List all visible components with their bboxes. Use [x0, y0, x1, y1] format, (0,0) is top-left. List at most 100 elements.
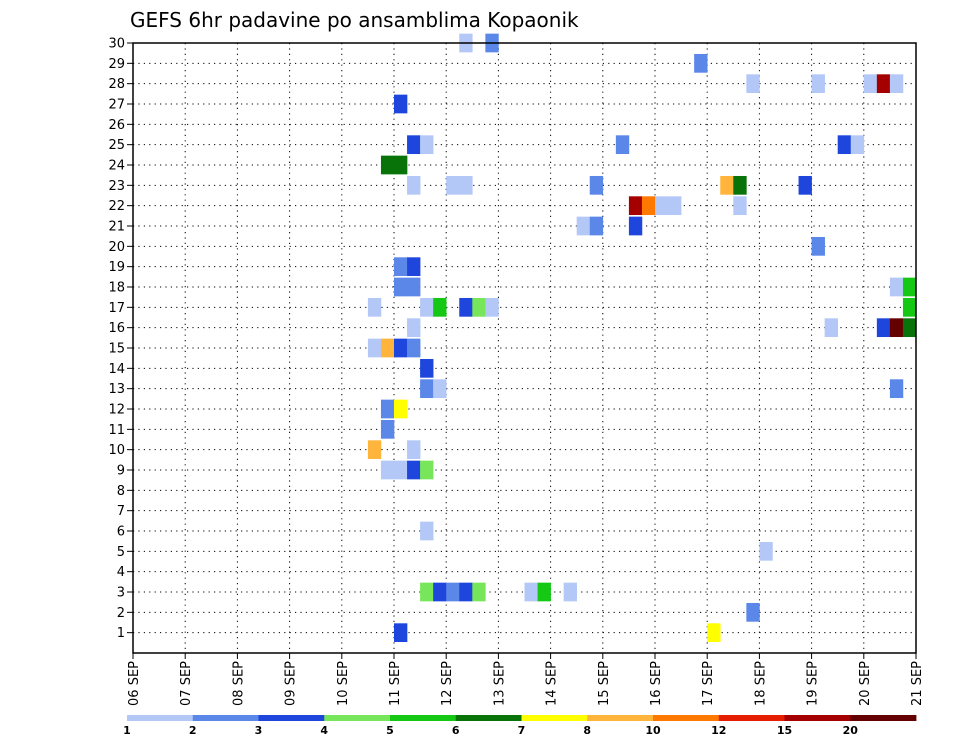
y-tick-label: 6 [117, 525, 125, 540]
x-tick-label: 09 SEP [284, 661, 299, 706]
y-tick-label: 28 [108, 77, 125, 92]
legend-label: 7 [518, 724, 526, 737]
precip-cell [407, 338, 421, 358]
precip-cell [615, 135, 630, 155]
x-tick-label: 14 SEP [545, 661, 560, 706]
x-tick-label: 18 SEP [753, 661, 768, 706]
y-tick-label: 3 [117, 586, 125, 601]
precip-cell [446, 582, 460, 602]
precip-cell [628, 196, 643, 216]
precip-cell [433, 379, 447, 399]
precip-cell [420, 460, 434, 480]
legend-swatch [258, 715, 325, 721]
precip-cell [394, 155, 408, 175]
precip-cell [628, 216, 643, 236]
precip-cell [811, 74, 825, 94]
legend-label: 12 [711, 724, 726, 737]
precip-cell [420, 521, 434, 541]
legend-swatch [324, 715, 391, 721]
precip-cell [407, 135, 421, 155]
legend-swatch [850, 715, 917, 721]
precip-cell [367, 297, 382, 317]
precip-cell [746, 602, 760, 622]
precip-cell [707, 623, 721, 643]
precip-cell [407, 277, 421, 297]
precip-cell [459, 297, 473, 317]
precip-cell [524, 582, 538, 602]
y-axis-ticks: 1234567891011121314151617181920212223242… [108, 37, 133, 641]
y-tick-label: 16 [108, 321, 125, 336]
precip-cell [485, 297, 499, 317]
y-tick-label: 15 [108, 342, 125, 357]
precip-cell [589, 175, 604, 195]
precip-cell [902, 277, 917, 297]
grid-lines [133, 43, 916, 653]
precip-cell [367, 338, 382, 358]
y-tick-label: 30 [108, 37, 125, 52]
legend-label: 4 [320, 724, 328, 737]
legend-label: 8 [583, 724, 591, 737]
x-tick-label: 17 SEP [701, 661, 716, 706]
legend-label: 10 [645, 724, 661, 737]
y-tick-label: 2 [117, 606, 125, 621]
legend-swatch [718, 715, 785, 721]
precip-cell [641, 196, 656, 216]
precip-cell [537, 582, 551, 602]
y-tick-label: 25 [108, 138, 125, 153]
precip-cell [380, 399, 395, 419]
legend-label: 1 [123, 724, 131, 737]
x-tick-label: 12 SEP [440, 661, 455, 706]
legend-label: 2 [189, 724, 197, 737]
y-tick-label: 29 [108, 57, 125, 72]
precip-cell [837, 135, 852, 155]
precip-cell [407, 175, 421, 195]
precip-cell [407, 440, 421, 460]
precipitation-cells [367, 33, 917, 643]
precip-cell [733, 175, 747, 195]
y-tick-label: 17 [108, 301, 125, 316]
y-tick-label: 27 [108, 98, 125, 113]
precip-cell [459, 582, 473, 602]
precip-cell [394, 338, 408, 358]
legend-swatch [587, 715, 654, 721]
precip-cell [472, 582, 486, 602]
precip-cell [407, 257, 421, 277]
precip-cell [380, 460, 395, 480]
x-tick-label: 07 SEP [179, 661, 194, 706]
precip-cell [420, 358, 434, 378]
precip-cell [824, 318, 838, 338]
y-tick-label: 14 [108, 362, 125, 377]
precip-cell [589, 216, 604, 236]
precip-cell [433, 297, 447, 317]
x-tick-label: 06 SEP [127, 661, 142, 706]
precip-cell [668, 196, 682, 216]
y-tick-label: 4 [117, 565, 125, 580]
y-tick-label: 18 [108, 281, 125, 296]
precip-cell [876, 74, 891, 94]
precip-cell [733, 196, 747, 216]
y-tick-label: 24 [108, 159, 125, 174]
precip-cell [889, 74, 904, 94]
precip-cell [798, 175, 812, 195]
precip-cell [407, 318, 421, 338]
precip-cell [446, 175, 460, 195]
legend-label: 3 [255, 724, 263, 737]
legend-swatch [653, 715, 720, 721]
precip-cell [576, 216, 591, 236]
precip-cell [876, 318, 891, 338]
y-tick-label: 5 [117, 545, 125, 560]
x-tick-label: 11 SEP [388, 661, 403, 706]
y-tick-label: 20 [108, 240, 125, 255]
precip-cell [850, 135, 865, 155]
legend-label: 20 [843, 724, 859, 737]
legend-label: 6 [452, 724, 460, 737]
x-tick-label: 16 SEP [649, 661, 664, 706]
precip-cell [902, 318, 917, 338]
precip-cell [889, 277, 904, 297]
y-tick-label: 10 [108, 443, 125, 458]
plot-frame [132, 42, 917, 654]
precip-cell [420, 135, 434, 155]
y-tick-label: 11 [108, 423, 125, 438]
